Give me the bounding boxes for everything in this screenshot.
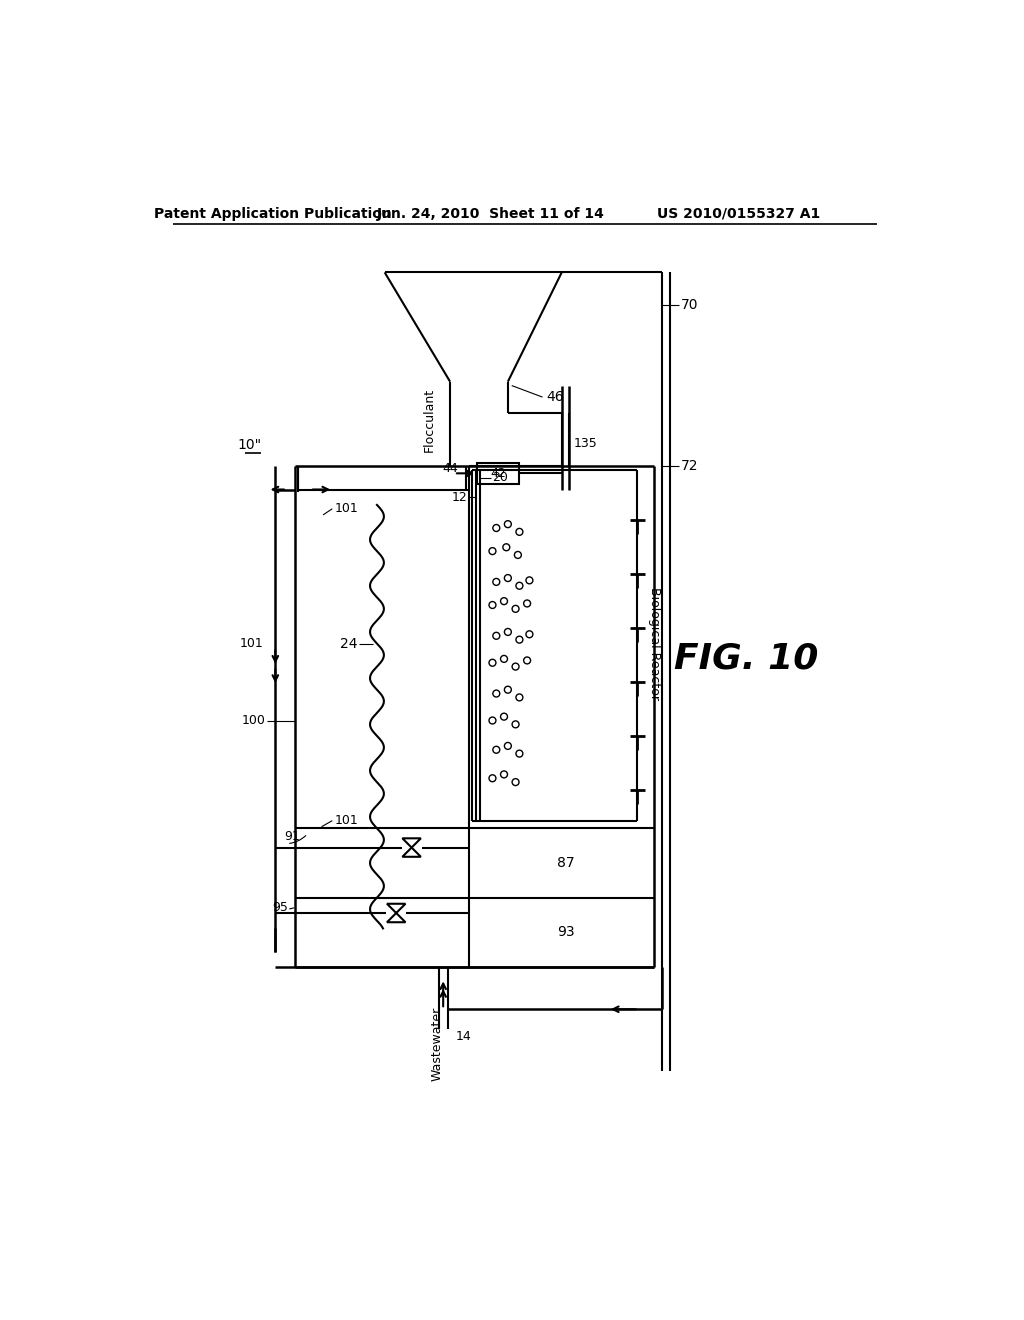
Text: FIG. 10: FIG. 10 [675, 642, 819, 676]
Text: 135: 135 [573, 437, 597, 450]
Text: 70: 70 [681, 298, 698, 312]
Text: 87: 87 [557, 855, 574, 870]
Bar [477, 462, 519, 484]
Text: 101: 101 [335, 502, 358, 515]
Text: 20: 20 [493, 471, 508, 484]
Text: 100: 100 [242, 714, 265, 727]
Text: Biological Reactor: Biological Reactor [648, 587, 662, 700]
Text: US 2010/0155327 A1: US 2010/0155327 A1 [657, 207, 820, 220]
Text: Jun. 24, 2010  Sheet 11 of 14: Jun. 24, 2010 Sheet 11 of 14 [377, 207, 605, 220]
Text: 91: 91 [285, 829, 300, 842]
Text: 95: 95 [272, 902, 289, 915]
Text: Flocculant: Flocculant [423, 388, 436, 453]
Text: 101: 101 [240, 638, 264, 649]
Text: 101: 101 [335, 814, 358, 828]
Text: 42: 42 [490, 467, 506, 480]
Text: 14: 14 [456, 1030, 471, 1043]
Text: 46: 46 [547, 391, 564, 404]
Text: Wastewater: Wastewater [430, 1007, 443, 1081]
Text: 72: 72 [681, 459, 698, 474]
Text: 10": 10" [238, 438, 262, 451]
Text: 12': 12' [452, 491, 471, 504]
Text: 93: 93 [557, 925, 574, 940]
Text: 44: 44 [442, 462, 458, 475]
Text: Patent Application Publication: Patent Application Publication [155, 207, 392, 220]
Text: 24: 24 [340, 636, 357, 651]
